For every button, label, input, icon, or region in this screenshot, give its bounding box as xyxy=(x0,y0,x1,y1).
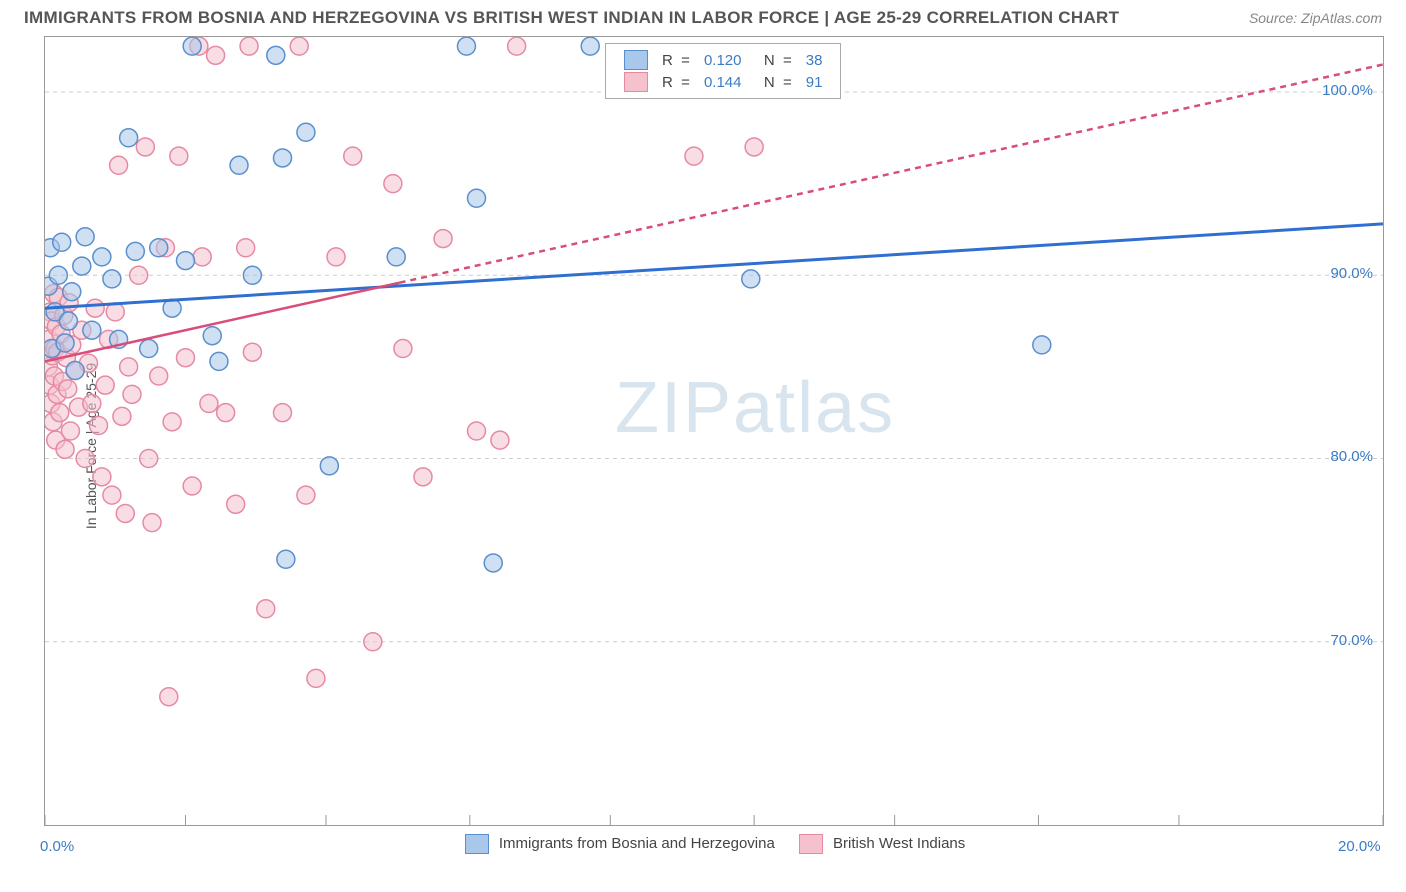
y-tick-label: 70.0% xyxy=(1330,632,1373,649)
chart-title: IMMIGRANTS FROM BOSNIA AND HERZEGOVINA V… xyxy=(24,8,1119,28)
legend-r-label: R = xyxy=(656,50,696,70)
legend-n-label: N = xyxy=(749,72,797,92)
legend-row-bosnia: R = 0.120 N = 38 xyxy=(618,50,828,70)
legend-series-label: Immigrants from Bosnia and Herzegovina xyxy=(495,835,775,852)
y-tick-label: 90.0% xyxy=(1330,265,1373,282)
legend-n-value: 38 xyxy=(800,50,829,70)
title-bar: IMMIGRANTS FROM BOSNIA AND HERZEGOVINA V… xyxy=(0,0,1406,28)
plot-area: R = 0.120 N = 38R = 0.144 N = 91 ZIPatla… xyxy=(44,36,1384,826)
legend-r-label: R = xyxy=(656,72,696,92)
legend-bottom: Immigrants from Bosnia and Herzegovina B… xyxy=(0,834,1406,888)
legend-swatch xyxy=(799,834,823,854)
legend-r-value: 0.120 xyxy=(698,50,748,70)
x-tick-label: 0.0% xyxy=(40,838,74,855)
legend-row-bwi: R = 0.144 N = 91 xyxy=(618,72,828,92)
legend-r-value: 0.144 xyxy=(698,72,748,92)
y-tick-label: 80.0% xyxy=(1330,448,1373,465)
legend-series-label: British West Indians xyxy=(829,835,965,852)
legend-top: R = 0.120 N = 38R = 0.144 N = 91 xyxy=(605,43,841,99)
legend-swatch xyxy=(624,72,648,92)
scatter-svg xyxy=(45,37,1383,825)
x-tick-label: 20.0% xyxy=(1338,838,1381,855)
y-tick-label: 100.0% xyxy=(1322,82,1373,99)
source-label: Source: ZipAtlas.com xyxy=(1249,10,1382,26)
legend-swatch xyxy=(465,834,489,854)
legend-n-label: N = xyxy=(749,50,797,70)
legend-n-value: 91 xyxy=(800,72,829,92)
legend-swatch xyxy=(624,50,648,70)
